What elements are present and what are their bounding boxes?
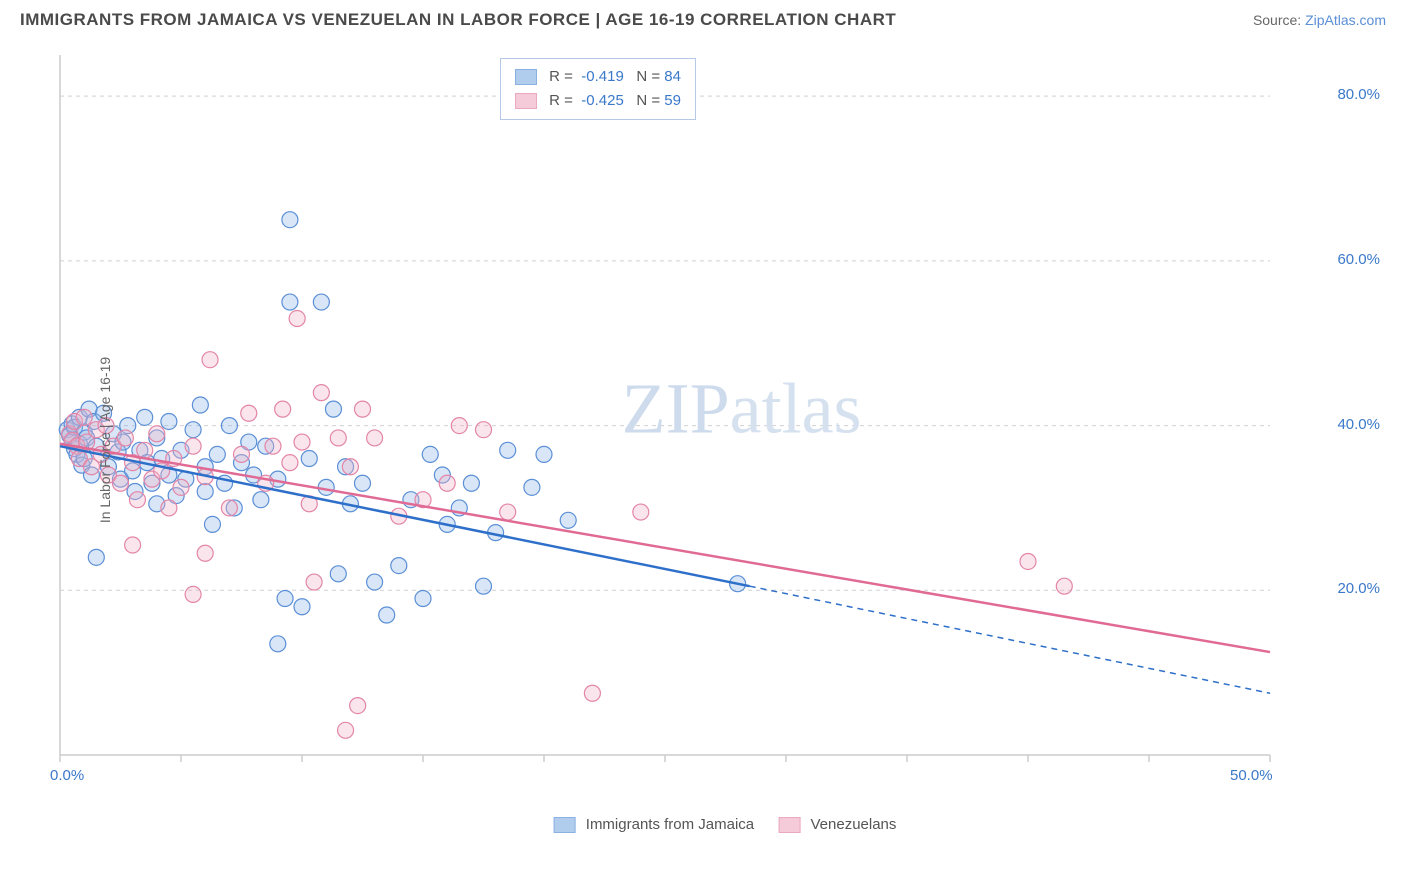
legend-row-jamaica: R = -0.419 N = 84 (515, 65, 681, 89)
y-tick-label: 60.0% (1337, 251, 1380, 268)
y-tick-label: 80.0% (1337, 86, 1380, 103)
scatter-plot (50, 50, 1330, 790)
swatch-venezuelans (515, 93, 537, 109)
legend-label-venezuelans: Venezuelans (810, 816, 896, 833)
y-axis-label: In Labor Force | Age 16-19 (97, 357, 113, 523)
source-link[interactable]: ZipAtlas.com (1305, 12, 1386, 28)
y-tick-label: 40.0% (1337, 416, 1380, 433)
swatch-venezuelans-bottom (778, 817, 800, 833)
bottom-legend: Immigrants from Jamaica Venezuelans (534, 816, 897, 833)
y-tick-label: 20.0% (1337, 580, 1380, 597)
x-tick-label: 50.0% (1230, 767, 1273, 784)
swatch-jamaica (515, 69, 537, 85)
chart-title: IMMIGRANTS FROM JAMAICA VS VENEZUELAN IN… (20, 10, 896, 30)
swatch-jamaica-bottom (554, 817, 576, 833)
chart-area: In Labor Force | Age 16-19 ZIPatlas R = … (50, 50, 1380, 830)
source-attribution: Source: ZipAtlas.com (1253, 12, 1386, 28)
x-tick-label: 0.0% (50, 767, 84, 784)
legend-stats-box: R = -0.419 N = 84 R = -0.425 N = 59 (500, 58, 696, 120)
legend-row-venezuelans: R = -0.425 N = 59 (515, 89, 681, 113)
legend-label-jamaica: Immigrants from Jamaica (586, 816, 754, 833)
